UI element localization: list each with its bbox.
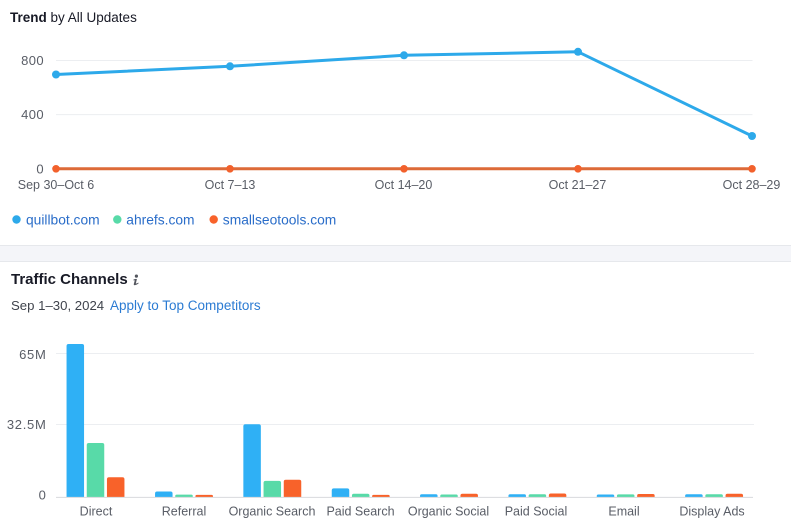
- svg-text:Paid Search: Paid Search: [326, 505, 394, 519]
- svg-text:Display Ads: Display Ads: [679, 505, 744, 519]
- svg-text:400: 400: [21, 107, 44, 122]
- svg-text:Paid Social: Paid Social: [505, 505, 568, 519]
- svg-text:Sep 30–Oct 6: Sep 30–Oct 6: [18, 178, 94, 192]
- svg-text:0: 0: [36, 161, 44, 176]
- svg-text:Organic Social: Organic Social: [408, 505, 489, 519]
- svg-text:ahrefs.com: ahrefs.com: [126, 212, 194, 227]
- svg-text:smallseotools.com: smallseotools.com: [223, 212, 336, 227]
- svg-text:Oct 28–29: Oct 28–29: [723, 178, 781, 192]
- svg-text:32.5M: 32.5M: [7, 417, 47, 432]
- svg-text:Oct 7–13: Oct 7–13: [205, 178, 256, 192]
- svg-text:quillbot.com: quillbot.com: [26, 212, 100, 227]
- svg-text:0: 0: [39, 488, 47, 503]
- svg-text:Oct 14–20: Oct 14–20: [375, 178, 433, 192]
- svg-text:Referral: Referral: [162, 505, 206, 519]
- svg-text:Direct: Direct: [80, 505, 113, 519]
- svg-text:Organic Search: Organic Search: [229, 505, 316, 519]
- svg-text:65M: 65M: [19, 347, 46, 362]
- svg-text:800: 800: [21, 53, 44, 68]
- svg-text:Email: Email: [608, 505, 639, 519]
- svg-text:Oct 21–27: Oct 21–27: [549, 178, 607, 192]
